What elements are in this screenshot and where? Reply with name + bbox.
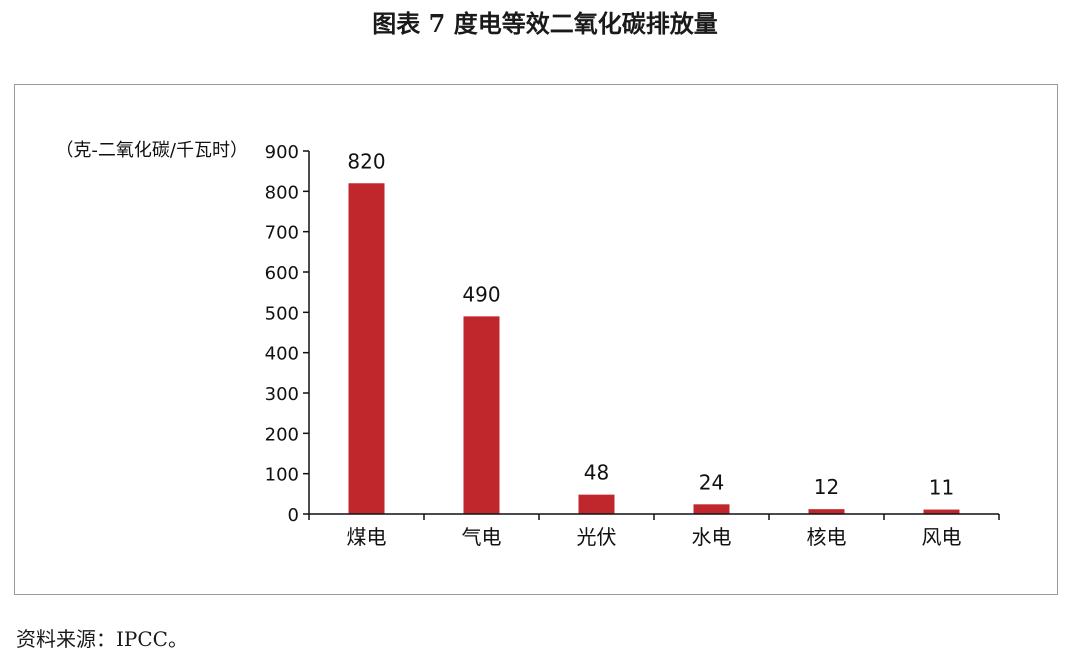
y-tick-label: 200 bbox=[265, 424, 299, 445]
bar-value-label: 490 bbox=[462, 282, 500, 306]
bar-value-label: 12 bbox=[814, 475, 839, 499]
x-axis-labels: 煤电 气电 光伏 水电 核电 风电 bbox=[308, 514, 1000, 549]
y-axis-label: （克-二氧化碳/千瓦时） bbox=[55, 140, 248, 161]
y-axis-ticks: 0 100 200 300 400 500 600 700 800 900 bbox=[265, 142, 309, 526]
bar bbox=[463, 316, 500, 514]
bar-value-label: 11 bbox=[929, 476, 954, 500]
x-category-label: 核电 bbox=[807, 525, 847, 549]
bar-chart: （克-二氧化碳/千瓦时） 0 100 200 300 400 500 600 700 800 90… bbox=[55, 140, 1000, 549]
bar bbox=[578, 494, 615, 514]
chart-frame: （克-二氧化碳/千瓦时） 0 100 200 300 400 500 600 700 800 90… bbox=[14, 84, 1058, 595]
bar-value-label: 48 bbox=[584, 461, 609, 485]
x-category-label: 光伏 bbox=[577, 525, 617, 549]
y-tick-label: 0 bbox=[288, 505, 299, 526]
y-tick-label: 300 bbox=[265, 384, 299, 405]
y-tick-label: 400 bbox=[265, 344, 299, 365]
bar bbox=[808, 509, 845, 514]
bar bbox=[693, 504, 730, 514]
x-category-label: 煤电 bbox=[347, 525, 387, 549]
x-category-label: 水电 bbox=[692, 525, 732, 549]
y-tick-label: 700 bbox=[265, 223, 299, 244]
figure-title: 图表 7 度电等效二氧化碳排放量 bbox=[372, 9, 718, 38]
y-tick-label: 500 bbox=[265, 303, 299, 324]
bars: 820 490 48 24 12 11 bbox=[347, 149, 960, 514]
y-tick-label: 800 bbox=[265, 182, 299, 203]
bar bbox=[923, 509, 960, 514]
bar-value-label: 820 bbox=[347, 149, 385, 173]
x-category-label: 气电 bbox=[462, 525, 502, 549]
source-note: 资料来源：IPCC。 bbox=[16, 627, 188, 651]
bar bbox=[348, 183, 385, 514]
bar-value-label: 24 bbox=[699, 470, 724, 494]
x-category-label: 风电 bbox=[922, 525, 962, 549]
y-tick-label: 100 bbox=[265, 465, 299, 486]
y-tick-label: 900 bbox=[265, 142, 299, 163]
y-tick-label: 600 bbox=[265, 263, 299, 284]
